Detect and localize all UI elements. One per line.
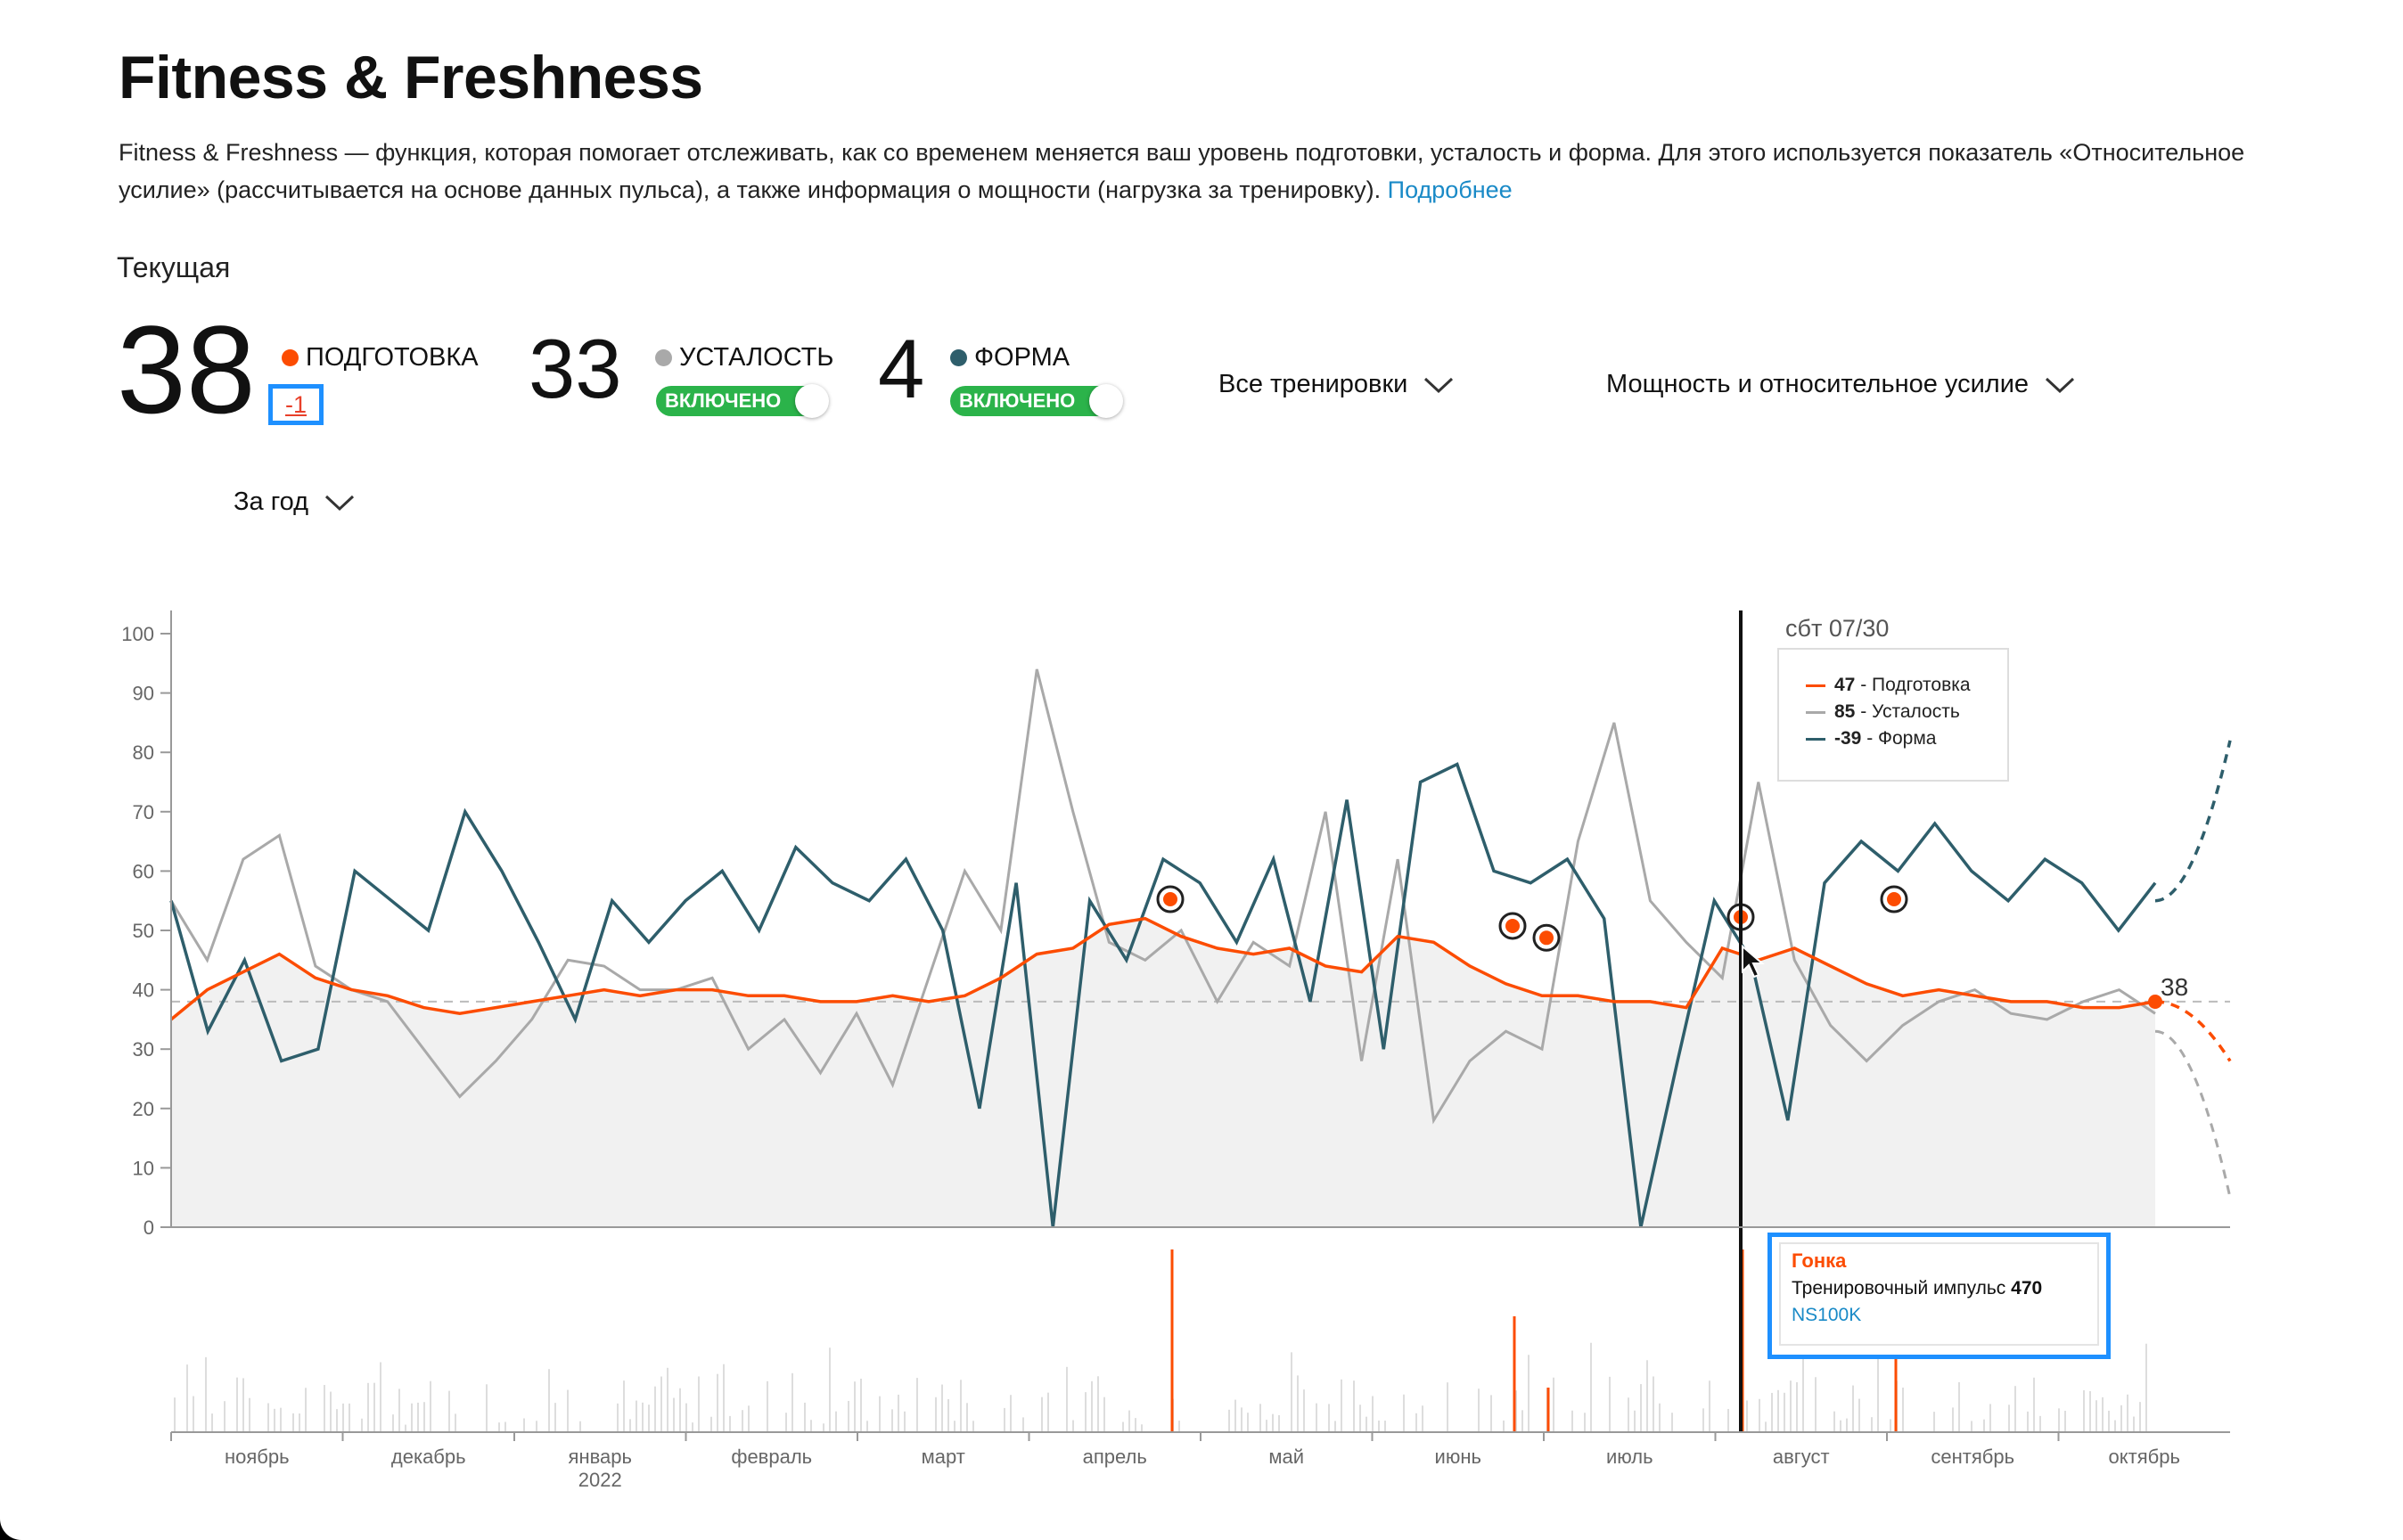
page-title: Fitness & Freshness xyxy=(119,44,703,111)
month-label: февраль xyxy=(731,1446,812,1468)
race-marker-dot xyxy=(1539,930,1554,946)
tooltip-fatigue-label: - Усталость xyxy=(1860,701,1960,722)
tooltip-fitness-value: 47 xyxy=(1834,675,1856,695)
fatigue-toggle[interactable]: ВКЛЮЧЕНО xyxy=(656,384,829,418)
y-tick-label: 90 xyxy=(133,683,154,705)
form-toggle-label: ВКЛЮЧЕНО xyxy=(959,389,1076,412)
tooltip-fitness-row: 47 - Подготовка xyxy=(1806,675,2007,696)
range-dropdown-label: За год xyxy=(234,487,309,516)
y-tick-label: 60 xyxy=(133,860,154,882)
y-tick-label: 0 xyxy=(144,1216,154,1239)
form-toggle[interactable]: ВКЛЮЧЕНО xyxy=(950,384,1123,418)
tooltip-fitness-label: - Подготовка xyxy=(1860,675,1971,695)
mouse-pointer-icon xyxy=(1742,944,1765,979)
month-label: май xyxy=(1268,1446,1304,1468)
race-marker-dot xyxy=(1163,892,1177,906)
form-dot-icon xyxy=(950,349,967,366)
race-impulse-value: 470 xyxy=(2011,1278,2043,1298)
month-label: декабрь xyxy=(391,1446,466,1468)
fitness-label: ПОДГОТОВКА xyxy=(306,343,479,372)
fitness-value: 38 xyxy=(117,299,256,439)
race-tooltip[interactable]: Гонка Тренировочный импульс 470 NS100K xyxy=(1767,1233,2111,1359)
y-tick-label: 10 xyxy=(133,1157,154,1179)
fatigue-dot-icon xyxy=(655,349,672,366)
fatigue-label: УСТАЛОСТЬ xyxy=(679,343,834,372)
fitness-area xyxy=(171,918,2155,1227)
form-value: 4 xyxy=(878,322,925,415)
page-description: Fitness & Freshness — функция, которая п… xyxy=(119,134,2276,209)
form-forecast-line xyxy=(2154,740,2232,903)
race-marker-dot xyxy=(1887,892,1901,906)
activities-dropdown[interactable]: Все тренировки xyxy=(1218,370,1454,399)
race-markers xyxy=(1156,885,1908,952)
month-label: июнь xyxy=(1435,1446,1481,1468)
tooltip-form-row: -39 - Форма xyxy=(1806,728,2007,750)
activities-dropdown-label: Все тренировки xyxy=(1218,370,1408,398)
y-tick-label: 100 xyxy=(121,623,154,645)
fitness-dot-icon xyxy=(282,349,299,366)
tooltip-form-value: -39 xyxy=(1834,728,1862,749)
chart-axes: 0 10 20 30 40 50 60 70 80 90 100 ноябрь декабрь январ… xyxy=(121,610,2230,1491)
fatigue-value: 33 xyxy=(529,322,622,415)
month-label: сентябрь xyxy=(1931,1446,2014,1468)
race-type: Гонка xyxy=(1792,1249,1847,1272)
tooltip-fatigue-row: 85 - Усталость xyxy=(1806,701,2007,723)
fitness-line xyxy=(169,916,2156,1021)
current-label: Текущая xyxy=(117,251,231,283)
description-text: Fitness & Freshness — функция, которая п… xyxy=(119,139,2245,203)
chevron-down-icon xyxy=(1424,377,1454,393)
y-tick-label: 20 xyxy=(133,1098,154,1120)
y-tick-label: 80 xyxy=(133,741,154,764)
chevron-down-icon xyxy=(325,495,355,511)
form-label: ФОРМА xyxy=(974,343,1070,372)
learn-more-link[interactable]: Подробнее xyxy=(1387,176,1513,203)
range-dropdown[interactable]: За год xyxy=(234,487,355,517)
race-impulse: Тренировочный импульс 470 xyxy=(1792,1278,2087,1299)
fatigue-forecast-line xyxy=(2154,1029,2232,1199)
month-label: апрель xyxy=(1083,1446,1147,1468)
current-fitness-point xyxy=(2148,995,2162,1009)
fatigue-legend: УСТАЛОСТЬ xyxy=(655,343,833,373)
month-label: июль xyxy=(1606,1446,1653,1468)
race-marker-dot xyxy=(1505,918,1520,933)
race-activity-link[interactable]: NS100K xyxy=(1792,1305,1862,1325)
month-label: октябрь xyxy=(2109,1446,2180,1468)
y-tick-label: 30 xyxy=(133,1038,154,1061)
tooltip-fatigue-value: 85 xyxy=(1834,701,1856,722)
month-label: март xyxy=(922,1446,965,1468)
metric-dropdown[interactable]: Мощность и относительное усилие xyxy=(1606,370,2075,399)
year-label: 2022 xyxy=(578,1469,622,1491)
month-label: ноябрь xyxy=(225,1446,290,1468)
fatigue-line xyxy=(169,668,2156,1125)
month-label: август xyxy=(1773,1446,1830,1468)
metric-dropdown-label: Мощность и относительное усилие xyxy=(1606,370,2030,398)
form-line xyxy=(169,762,2157,1228)
tooltip-date: сбт 07/30 xyxy=(1785,615,1890,642)
fitness-delta[interactable]: -1 xyxy=(268,384,324,425)
y-tick-label: 50 xyxy=(133,920,154,942)
fitness-legend: ПОДГОТОВКА xyxy=(282,343,479,373)
y-tick-label: 40 xyxy=(133,979,154,1002)
month-label: январь xyxy=(569,1446,632,1468)
chevron-down-icon xyxy=(2046,377,2075,393)
tooltip-form-label: - Форма xyxy=(1866,728,1937,749)
hover-tooltip: 47 - Подготовка 85 - Усталость -39 - Фор… xyxy=(1777,648,2009,782)
fatigue-toggle-label: ВКЛЮЧЕНО xyxy=(665,389,782,412)
y-tick-label: 70 xyxy=(133,801,154,823)
form-legend: ФОРМА xyxy=(950,343,1070,373)
fitness-forecast-line xyxy=(2154,1000,2232,1062)
race-impulse-label: Тренировочный импульс xyxy=(1792,1278,2006,1298)
toggle-knob xyxy=(1089,384,1123,418)
current-value-label: 38 xyxy=(2161,973,2188,1001)
toggle-knob xyxy=(795,384,829,418)
